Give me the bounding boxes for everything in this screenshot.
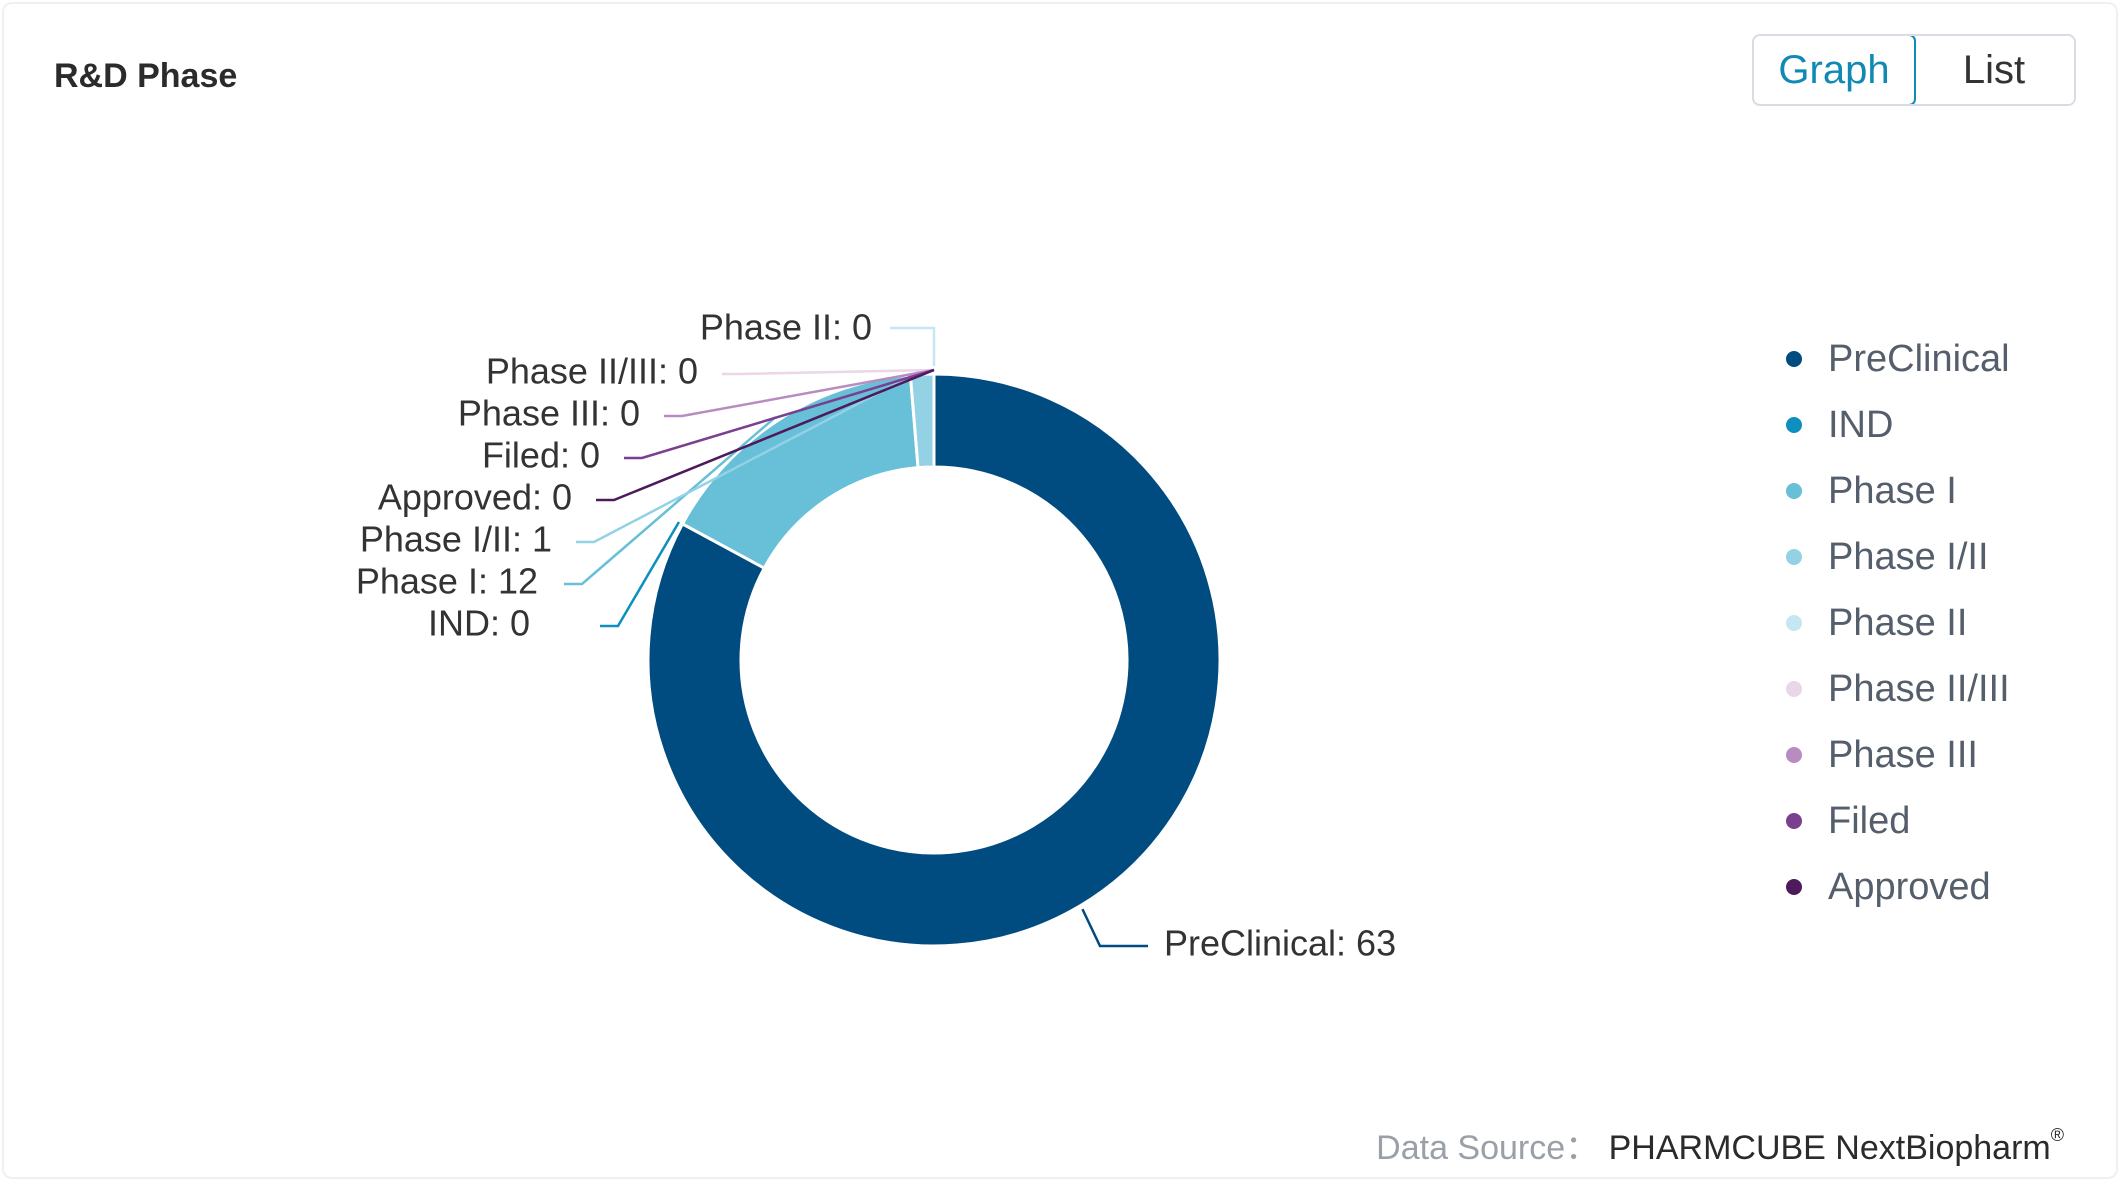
legend-item-phase-iii[interactable]: Phase III — [1786, 722, 2010, 788]
leader-line-preclinical — [1081, 908, 1148, 948]
legend-marker — [1786, 351, 1802, 367]
data-label-phase-i: Phase I: 12 — [356, 561, 538, 602]
leader-line-filed — [624, 368, 935, 460]
data-label-phase-i-ii: Phase I/II: 1 — [360, 519, 552, 560]
legend-marker — [1786, 549, 1802, 565]
page-title: R&D Phase — [54, 57, 238, 95]
legend-marker — [1786, 879, 1802, 895]
legend-item-preclinical[interactable]: PreClinical — [1786, 326, 2010, 392]
legend-marker — [1786, 813, 1802, 829]
legend-item-filed[interactable]: Filed — [1786, 788, 2010, 854]
legend-item-ind[interactable]: IND — [1786, 392, 2010, 458]
data-label-phase-iii: Phase III: 0 — [458, 393, 640, 434]
slice-preclinical[interactable] — [646, 372, 1222, 948]
data-label-phase-ii: Phase II: 0 — [700, 307, 872, 348]
data-label-approved: Approved: 0 — [378, 477, 572, 518]
list-view-button[interactable]: List — [1962, 47, 2026, 92]
data-label-ind: IND: 0 — [428, 603, 530, 644]
chart-legend: PreClinical IND Phase I Phase I/II Phase II P… — [1786, 326, 2010, 920]
leader-line-phase-iii — [664, 368, 935, 418]
data-source: Data Source： PHARMCUBE NextBiopharm® — [1376, 1120, 2064, 1169]
legend-marker — [1786, 615, 1802, 631]
legend-label: Approved — [1828, 865, 1991, 908]
legend-item-phase-i-ii[interactable]: Phase I/II — [1786, 524, 2010, 590]
legend-marker — [1786, 417, 1802, 433]
data-source-key: Data Source： — [1376, 1129, 1600, 1167]
legend-marker — [1786, 681, 1802, 697]
legend-marker — [1786, 483, 1802, 499]
data-label-preclinical: PreClinical: 63 — [1164, 923, 1396, 964]
legend-label: Phase I/II — [1828, 535, 1989, 578]
leader-line-phase-ii-iii — [722, 368, 935, 376]
legend-item-phase-i[interactable]: Phase I — [1786, 458, 2010, 524]
legend-marker — [1786, 747, 1802, 763]
leader-line-approved — [596, 368, 935, 502]
slice-phase-i[interactable] — [680, 373, 920, 571]
legend-label: Phase I — [1828, 469, 1957, 512]
data-label-filed: Filed: 0 — [482, 435, 600, 476]
legend-label: Phase II — [1828, 601, 1968, 644]
legend-label: Filed — [1828, 799, 1911, 842]
legend-item-phase-ii-iii[interactable]: Phase II/III — [1786, 656, 2010, 722]
leader-line-phase-i-ii — [576, 369, 923, 544]
legend-item-phase-ii[interactable]: Phase II — [1786, 590, 2010, 656]
legend-label: IND — [1828, 403, 1894, 446]
legend-label: Phase III — [1828, 733, 1978, 776]
leader-line-phase-i — [564, 416, 777, 586]
registered-mark: ® — [2050, 1125, 2064, 1145]
legend-label: PreClinical — [1828, 337, 2010, 380]
data-label-phase-ii-iii: Phase II/III: 0 — [486, 351, 698, 392]
leader-line-ind — [600, 521, 681, 628]
view-toggle: Graph List — [1752, 34, 2076, 106]
legend-item-approved[interactable]: Approved — [1786, 854, 2010, 920]
data-source-value: PHARMCUBE NextBiopharm — [1608, 1129, 2051, 1167]
legend-label: Phase II/III — [1828, 667, 2010, 710]
graph-view-button[interactable]: Graph — [1754, 36, 1916, 104]
leader-line-phase-ii — [890, 326, 936, 366]
